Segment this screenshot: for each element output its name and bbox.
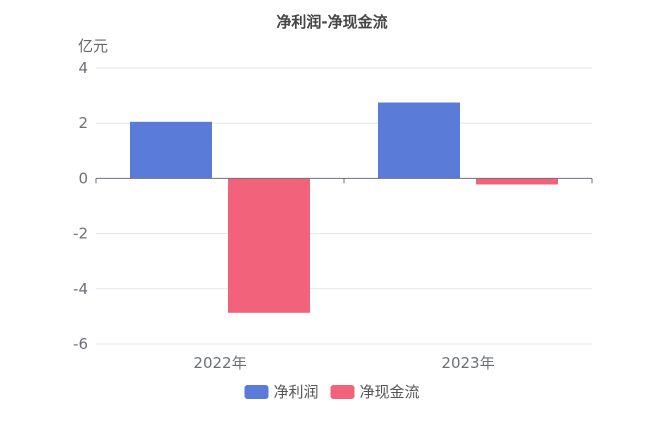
legend-swatch xyxy=(330,385,355,399)
chart-title: 净利润-净现金流 xyxy=(276,13,387,31)
legend-item-净现金流[interactable]: 净现金流 xyxy=(330,383,420,401)
x-tick-labels: 2022年 2023年 xyxy=(193,354,494,372)
x-axis xyxy=(95,177,593,184)
legend-label: 净现金流 xyxy=(360,383,420,401)
x-tick-label: 2023年 xyxy=(441,354,494,372)
bar-净现金流-2022年 xyxy=(228,178,310,313)
grid-lines xyxy=(96,67,592,345)
y-axis-unit-label: 亿元 xyxy=(78,37,108,55)
bar-净利润-2022年 xyxy=(130,121,212,179)
y-tick-label: 2 xyxy=(78,114,88,132)
y-tick-label: -6 xyxy=(73,335,88,353)
y-tick-label: 4 xyxy=(78,59,88,77)
y-tick-labels: 4 2 0 -2 -4 -6 xyxy=(73,59,88,353)
bars xyxy=(130,102,558,313)
x-tick-label: 2022年 xyxy=(193,354,246,372)
y-tick-label: -2 xyxy=(73,225,88,243)
bar-净现金流-2023年 xyxy=(476,178,558,185)
legend-swatch xyxy=(244,385,269,399)
y-tick-label: -4 xyxy=(73,280,88,298)
legend-label: 净利润 xyxy=(274,383,319,401)
legend-item-净利润[interactable]: 净利润 xyxy=(244,383,319,401)
legend[interactable]: 净利润 净现金流 xyxy=(244,383,420,401)
bar-净利润-2023年 xyxy=(378,102,460,179)
y-tick-label: 0 xyxy=(78,169,88,187)
